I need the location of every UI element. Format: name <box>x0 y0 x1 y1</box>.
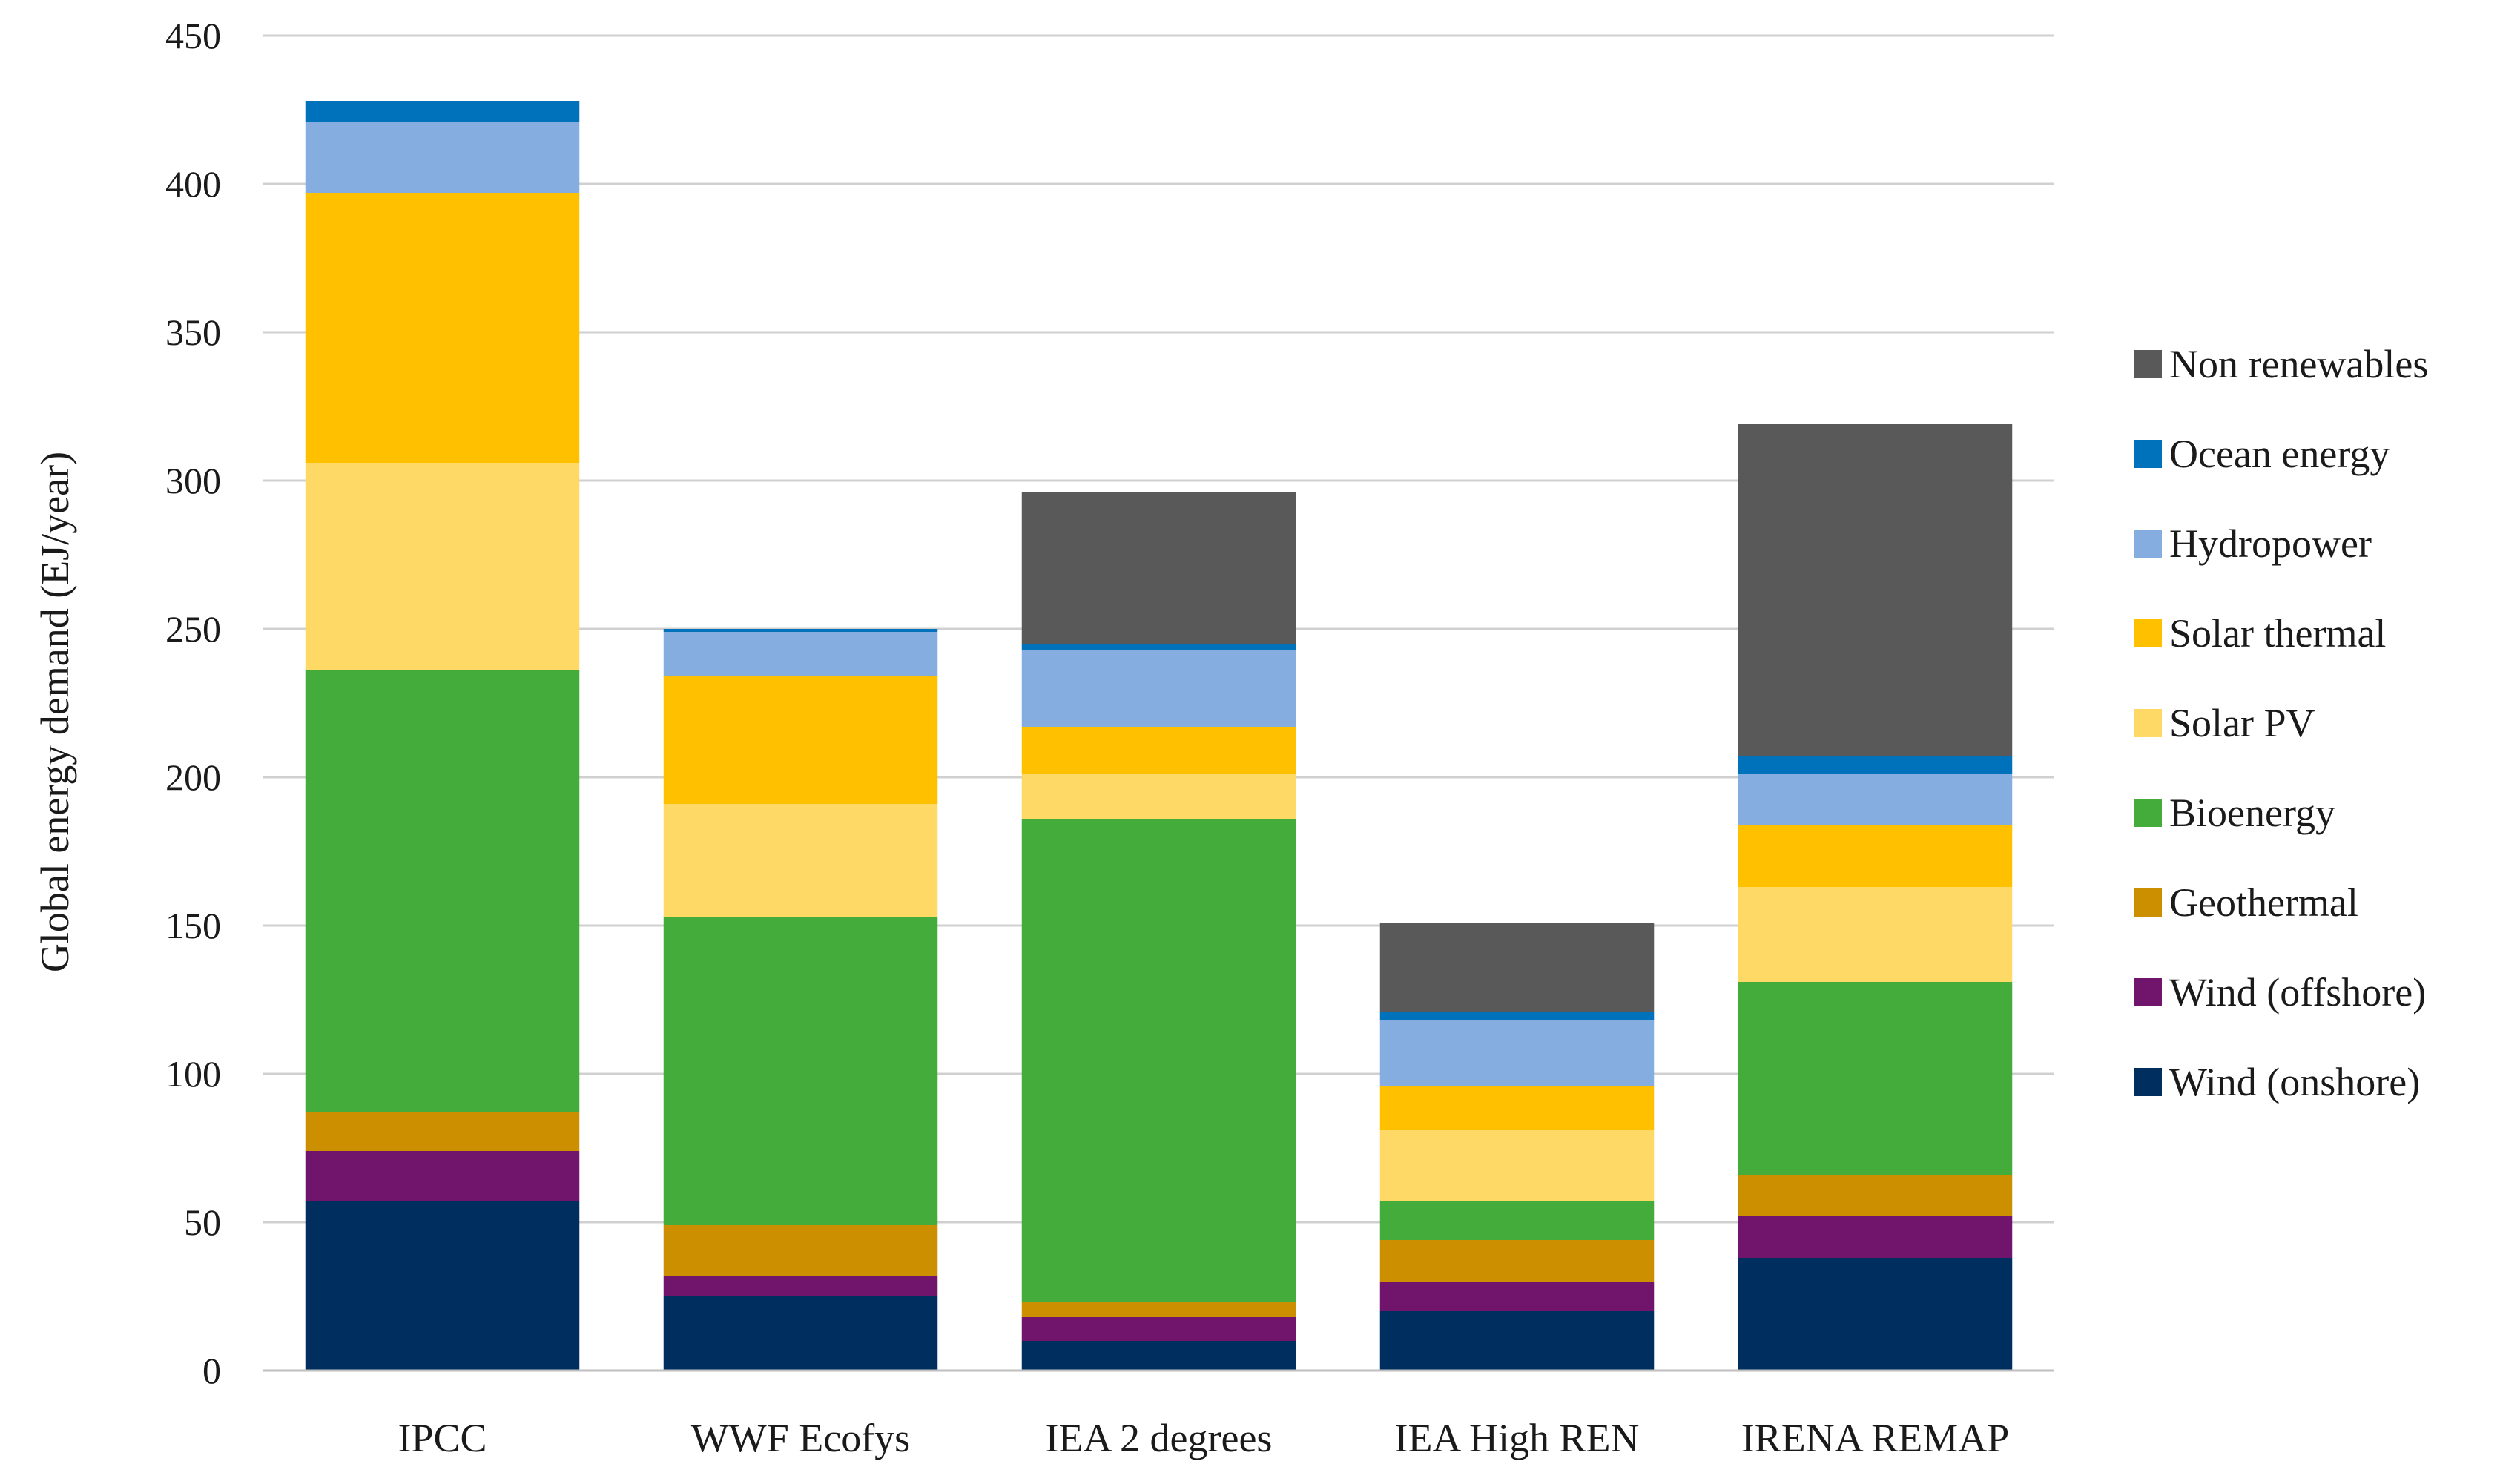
bar-segment-solar-thermal <box>663 676 938 804</box>
y-tick-label: 200 <box>165 756 221 798</box>
bar-segment-wind-offshore <box>1379 1282 1655 1311</box>
y-axis-title: Global energy demand (EJ/year) <box>33 452 77 972</box>
bar-segment-wind-onshore <box>663 1296 938 1371</box>
bar-segment-hydropower <box>663 632 938 676</box>
bar-segment-wind-onshore <box>1021 1341 1296 1371</box>
legend-swatch <box>2134 799 2162 827</box>
y-axis-ticks: 0 50 100 150 200 250 300 350 400 450 <box>165 15 221 1391</box>
y-tick-label: 150 <box>165 905 221 946</box>
bar-segment-ocean-energy <box>1021 644 1296 650</box>
y-tick-label: 350 <box>165 311 221 353</box>
x-category-label: IRENA REMAP <box>1741 1416 2010 1460</box>
bar-segment-solar-pv <box>305 463 580 670</box>
bar-segment-wind-offshore <box>305 1151 580 1201</box>
x-category-label: IEA 2 degrees <box>1046 1416 1273 1460</box>
legend-label: Wind (offshore) <box>2169 970 2426 1015</box>
legend-swatch <box>2134 888 2162 917</box>
bar-segment-bioenergy <box>305 670 580 1112</box>
legend-swatch <box>2134 709 2162 737</box>
legend-swatch <box>2134 619 2162 647</box>
legend-swatch <box>2134 1068 2162 1096</box>
bar-segment-wind-onshore <box>1738 1258 2013 1371</box>
bar-segment-non-renewables <box>1738 424 2013 756</box>
bar-segment-solar-pv <box>663 804 938 917</box>
x-category-label: IEA High REN <box>1395 1416 1640 1460</box>
bar-segment-bioenergy <box>663 917 938 1225</box>
bar-segment-wind-offshore <box>1738 1216 2013 1258</box>
bar-segment-ocean-energy <box>663 629 938 632</box>
y-tick-label: 100 <box>165 1053 221 1095</box>
bar-segment-geothermal <box>305 1112 580 1151</box>
legend-swatch <box>2134 530 2162 558</box>
legend-label: Bioenergy <box>2169 791 2335 835</box>
bar-segment-solar-thermal <box>305 193 580 463</box>
legend-label: Hydropower <box>2169 521 2372 566</box>
bar-segment-solar-pv <box>1021 774 1296 819</box>
bars <box>305 101 2013 1371</box>
bar-segment-geothermal <box>1379 1240 1655 1282</box>
bar-segment-ocean-energy <box>1738 756 2013 774</box>
legend-label: Solar PV <box>2169 701 2315 745</box>
x-axis-categories: IPCC WWF Ecofys IEA 2 degrees IEA High REN I… <box>398 1416 2009 1460</box>
x-category-label: IPCC <box>398 1416 487 1460</box>
bar-segment-solar-thermal <box>1021 727 1296 774</box>
bar-segment-solar-pv <box>1738 887 2013 982</box>
bar-segment-geothermal <box>1738 1175 2013 1216</box>
bar-segment-hydropower <box>1021 650 1296 727</box>
bar-segment-non-renewables <box>1379 923 1655 1012</box>
bar-segment-geothermal <box>663 1225 938 1276</box>
bar-segment-bioenergy <box>1738 982 2013 1175</box>
bar-segment-solar-thermal <box>1379 1086 1655 1130</box>
legend-label: Geothermal <box>2169 880 2358 925</box>
legend-swatch <box>2134 440 2162 468</box>
bar-segment-hydropower <box>305 122 580 193</box>
bar-segment-solar-thermal <box>1738 825 2013 887</box>
y-tick-label: 300 <box>165 460 221 501</box>
legend-label: Wind (onshore) <box>2169 1060 2420 1104</box>
bar-segment-hydropower <box>1738 774 2013 825</box>
legend-swatch <box>2134 350 2162 378</box>
y-tick-label: 400 <box>165 163 221 205</box>
bar-segment-wind-offshore <box>663 1276 938 1296</box>
y-tick-label: 250 <box>165 608 221 650</box>
bar-segment-wind-onshore <box>305 1201 580 1371</box>
legend-label: Non renewables <box>2169 342 2428 386</box>
legend-label: Solar thermal <box>2169 611 2386 656</box>
legend-swatch <box>2134 978 2162 1006</box>
bar-segment-wind-onshore <box>1379 1311 1655 1371</box>
legend-label: Ocean energy <box>2169 432 2390 476</box>
y-tick-label: 50 <box>184 1201 221 1243</box>
bar-segment-solar-pv <box>1379 1130 1655 1201</box>
x-category-label: WWF Ecofys <box>691 1416 910 1460</box>
bar-segment-geothermal <box>1021 1302 1296 1317</box>
bar-segment-non-renewables <box>1021 492 1296 644</box>
bar-segment-ocean-energy <box>305 101 580 122</box>
bar-segment-ocean-energy <box>1379 1012 1655 1020</box>
legend: Non renewables Ocean energy Hydropower Sola… <box>2134 342 2428 1104</box>
y-tick-label: 0 <box>202 1350 221 1391</box>
y-tick-label: 450 <box>165 15 221 56</box>
bar-segment-wind-offshore <box>1021 1317 1296 1341</box>
bar-segment-bioenergy <box>1379 1201 1655 1240</box>
bar-segment-hydropower <box>1379 1020 1655 1086</box>
bar-segment-bioenergy <box>1021 819 1296 1302</box>
